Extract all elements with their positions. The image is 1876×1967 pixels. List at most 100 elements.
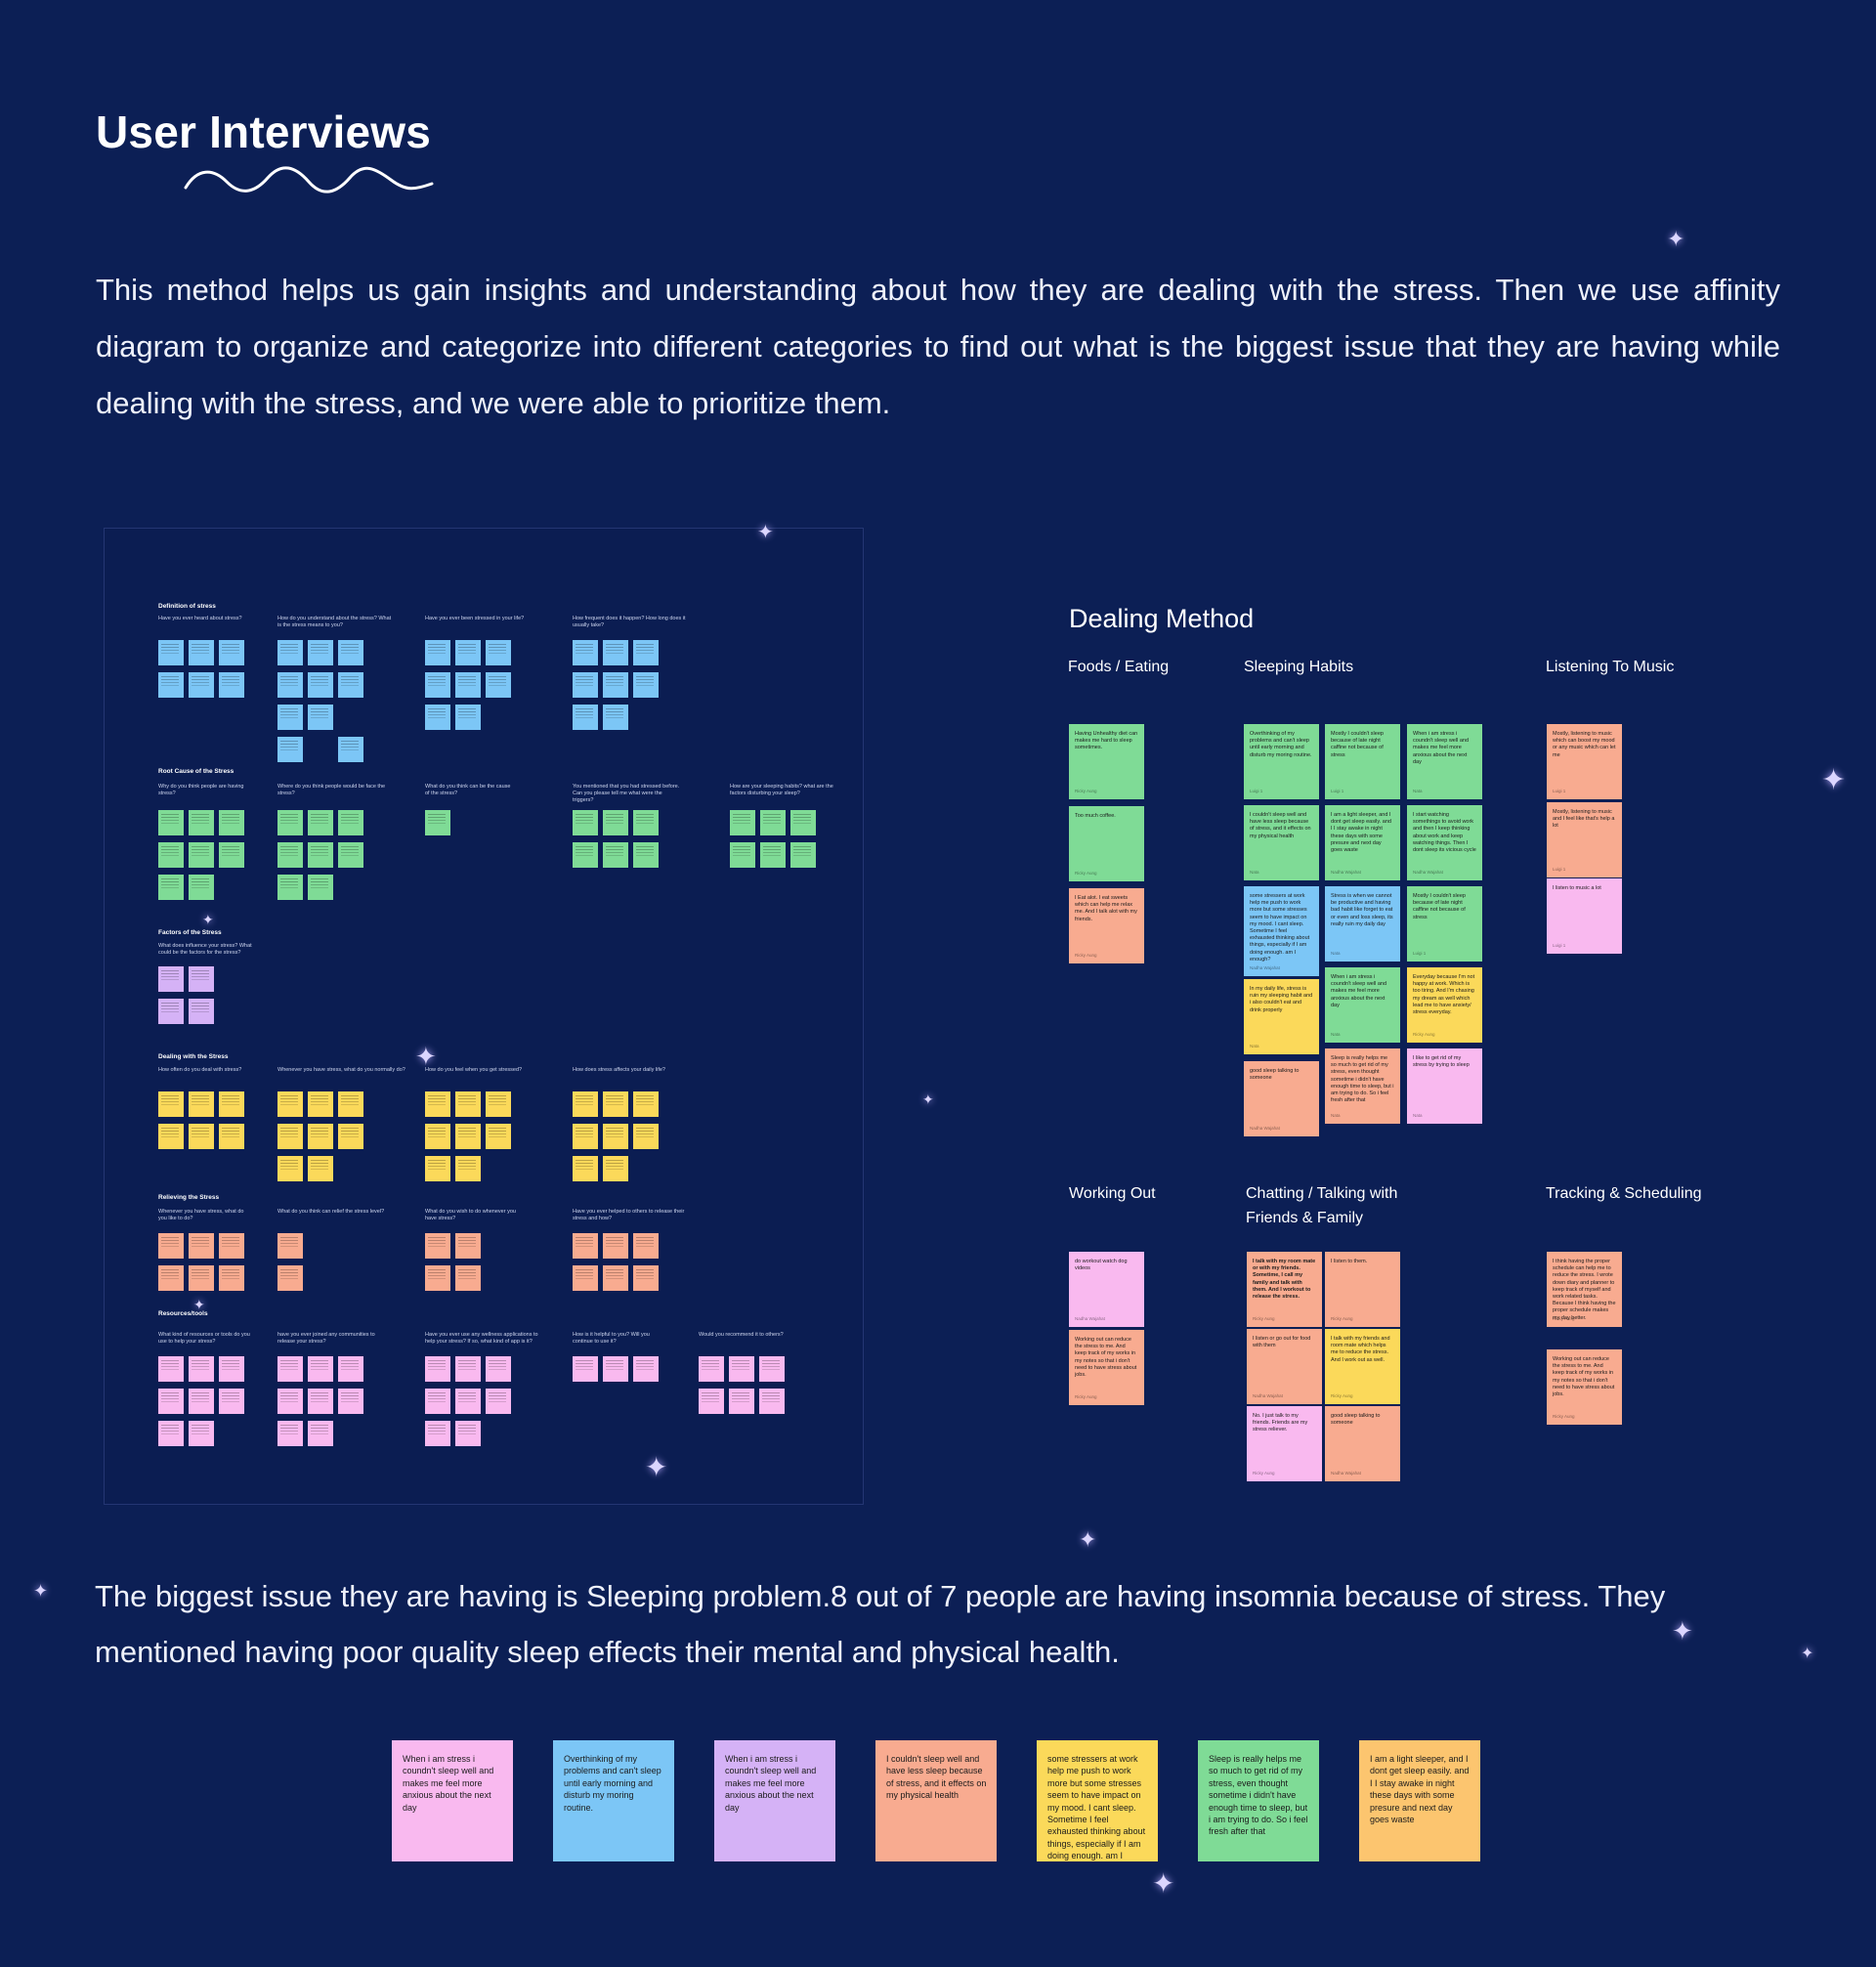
mini-sticky-note [219, 810, 244, 835]
mini-sticky-note [730, 810, 755, 835]
mini-sticky-note [308, 705, 333, 730]
sparkle-icon: ✦ [645, 1452, 668, 1482]
sparkle-icon: ✦ [202, 912, 214, 927]
mini-sticky-note [277, 1389, 303, 1414]
mini-sticky-note [308, 1389, 333, 1414]
sticky-note: I Eat alot. I eat sweets which can help … [1069, 888, 1144, 963]
mini-sticky-note [338, 1356, 363, 1382]
sparkle-icon: ✦ [193, 1297, 205, 1312]
sticky-note: good sleep talking to someone Nadha Wajah… [1325, 1406, 1400, 1481]
section-question: How often do you deal with stress? [158, 1067, 242, 1073]
mini-sticky-note [633, 672, 659, 698]
section-question: How does stress affects your daily life? [573, 1067, 665, 1073]
mini-sticky-note [425, 1124, 450, 1149]
mini-sticky-note [759, 1356, 785, 1382]
mini-sticky-note [158, 842, 184, 868]
section-question: Have you ever been stressed in your life… [425, 616, 525, 621]
mini-sticky-note [455, 1233, 481, 1259]
mini-sticky-note [699, 1389, 724, 1414]
mini-sticky-note [633, 1091, 659, 1117]
sticky-note: good sleep talking to someone Nadha Wajah… [1244, 1061, 1319, 1136]
mini-sticky-note [308, 1356, 333, 1382]
section-question: How are your sleeping habits? what are t… [730, 784, 833, 796]
page-title: User Interviews [96, 107, 432, 157]
mini-sticky-note [189, 966, 214, 992]
mini-sticky-note [425, 1421, 450, 1446]
section-question: Whenever you have stress, what do you no… [277, 1067, 405, 1073]
mini-sticky-note [633, 810, 659, 835]
mini-sticky-note [277, 1356, 303, 1382]
mini-sticky-note [573, 842, 598, 868]
sticky-note: I like to get rid of my stress by trying… [1407, 1048, 1482, 1124]
category-chatting: Chatting / Talking with Friends & Family [1246, 1185, 1398, 1226]
mini-sticky-note [573, 1356, 598, 1382]
mini-sticky-note [603, 672, 628, 698]
sparkle-icon: ✦ [922, 1091, 934, 1107]
mini-sticky-note [158, 1356, 184, 1382]
sticky-note: Working out can reduce the stress to me.… [1547, 1349, 1622, 1425]
mini-sticky-note [603, 1156, 628, 1181]
section-question: Have you ever helped to others to releas… [573, 1209, 685, 1221]
mini-sticky-note [158, 672, 184, 698]
sticky-note: Overthinking of my problems and can't sl… [1244, 724, 1319, 799]
mini-sticky-note [603, 810, 628, 835]
affinity-board: Definition of stress Have you ever heard… [104, 528, 864, 1505]
highlight-note: Sleep is really helps me so much to get … [1198, 1740, 1319, 1861]
highlight-note: I am a light sleeper, and I dont get sle… [1359, 1740, 1480, 1861]
section-question: have you ever joined any communities to … [277, 1332, 375, 1345]
sticky-note: When i am stress i coundn't sleep well a… [1407, 724, 1482, 799]
mini-sticky-note [308, 672, 333, 698]
mini-sticky-note [633, 1356, 659, 1382]
sticky-note: do workout watch dog videos Nadha Wajahat [1069, 1252, 1144, 1327]
mini-sticky-note [455, 1091, 481, 1117]
section-question: Would you recommend it to others? [699, 1332, 784, 1338]
mini-sticky-note [189, 640, 214, 665]
sticky-note: When i am stress i coundn't sleep well a… [1325, 967, 1400, 1043]
mini-sticky-note [573, 1233, 598, 1259]
mini-sticky-note [189, 672, 214, 698]
mini-sticky-note [603, 1124, 628, 1149]
mini-sticky-note [338, 842, 363, 868]
section-title-root-cause: Root Cause of the Stress [158, 768, 234, 775]
mini-sticky-note [189, 842, 214, 868]
section-question: Why do you think people are having stres… [158, 784, 244, 796]
mini-sticky-note [603, 1233, 628, 1259]
mini-sticky-note [277, 1124, 303, 1149]
section-title-factors: Factors of the Stress [158, 929, 222, 936]
mini-sticky-note [425, 705, 450, 730]
mini-sticky-note [486, 1091, 511, 1117]
mini-sticky-note [455, 1265, 481, 1291]
section-question: Have you ever use any wellness applicati… [425, 1332, 538, 1345]
mini-sticky-note [158, 966, 184, 992]
section-question: Where do you think people would be face … [277, 784, 386, 796]
sticky-note: I think having the proper schedule can h… [1547, 1252, 1622, 1327]
mini-sticky-note [219, 640, 244, 665]
mini-sticky-note [277, 1233, 303, 1259]
mini-sticky-note [219, 672, 244, 698]
mini-sticky-note [189, 1421, 214, 1446]
sparkle-icon: ✦ [1801, 1646, 1814, 1662]
mini-sticky-note [633, 640, 659, 665]
mini-sticky-note [573, 1265, 598, 1291]
mini-sticky-note [455, 705, 481, 730]
mini-sticky-note [455, 672, 481, 698]
mini-sticky-note [573, 1124, 598, 1149]
highlight-note: some stressers at work help me push to w… [1037, 1740, 1158, 1861]
mini-sticky-note [158, 810, 184, 835]
mini-sticky-note [277, 1156, 303, 1181]
mini-sticky-note [277, 810, 303, 835]
mini-sticky-note [277, 842, 303, 868]
mini-sticky-note [277, 672, 303, 698]
section-question: What does influence your stress? What co… [158, 943, 252, 956]
mini-sticky-note [486, 1356, 511, 1382]
mini-sticky-note [219, 1265, 244, 1291]
sticky-note: I listen to them. Ricky Aung [1325, 1252, 1400, 1327]
mini-sticky-note [760, 810, 786, 835]
sticky-note: Everyday because I'm not happy at work. … [1407, 967, 1482, 1043]
mini-sticky-note [425, 1233, 450, 1259]
mini-sticky-note [759, 1389, 785, 1414]
sticky-note: I listen or go out for food with them Nad… [1247, 1329, 1322, 1404]
sticky-note: I talk with my friends and room mate whi… [1325, 1329, 1400, 1404]
mini-sticky-note [573, 705, 598, 730]
mini-sticky-note [486, 640, 511, 665]
